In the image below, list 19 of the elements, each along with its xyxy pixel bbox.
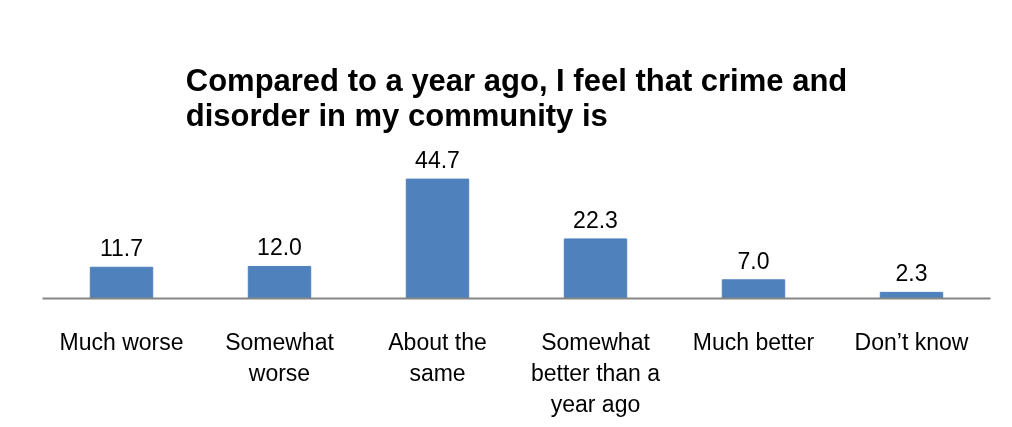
chart-title: Compared to a year ago, I feel that crime and disorder in my community is — [185, 62, 848, 133]
bar — [247, 265, 312, 299]
bar — [721, 279, 786, 299]
data-label: 22.3 — [573, 206, 618, 233]
x-tick-label: Much worse — [59, 328, 184, 355]
bar — [405, 178, 470, 299]
x-tick-label: Somewhat better than a year ago — [530, 328, 661, 417]
x-tick-label: About the same — [388, 328, 487, 386]
bar — [563, 238, 628, 299]
data-label: 11.7 — [99, 235, 144, 262]
bar — [879, 291, 944, 299]
data-label: 12.0 — [257, 234, 302, 261]
data-label: 7.0 — [737, 247, 770, 274]
data-label: 44.7 — [415, 147, 460, 174]
x-tick-label: Somewhat worse — [225, 328, 335, 386]
x-tick-label: Much better — [692, 328, 815, 355]
data-label: 2.3 — [895, 260, 928, 287]
x-tick-label: Don’t know — [854, 328, 969, 355]
bar — [89, 266, 154, 299]
